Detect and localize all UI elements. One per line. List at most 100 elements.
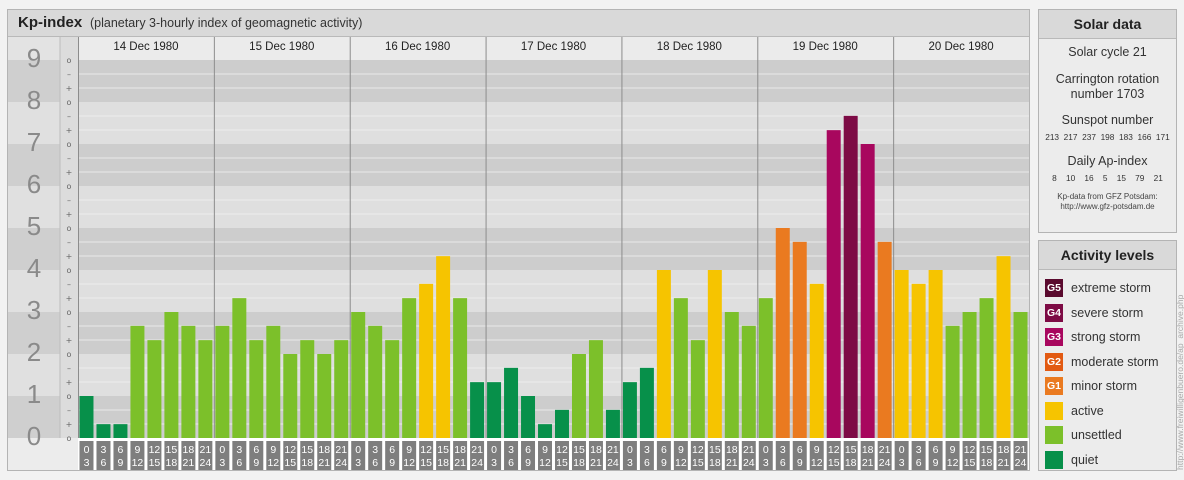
interval-cell bbox=[334, 441, 349, 470]
sub-tick-label: o bbox=[67, 392, 72, 401]
y-tick-label: 7 bbox=[27, 127, 41, 157]
interval-cell bbox=[741, 441, 756, 470]
interval-end-label: 3 bbox=[491, 457, 497, 469]
interval-start-label: 3 bbox=[644, 444, 650, 456]
y-tick-label: 9 bbox=[27, 43, 41, 73]
sub-tick-label: + bbox=[66, 168, 73, 177]
interval-cell bbox=[809, 441, 824, 470]
interval-end-label: 6 bbox=[780, 457, 786, 469]
interval-start-label: 21 bbox=[1015, 444, 1027, 456]
sub-tick-label: – bbox=[67, 322, 71, 331]
activity-levels-panel: Activity levels G5 extreme storm G4 severe … bbox=[1038, 240, 1177, 471]
activity-level-unsettled: unsettled bbox=[1045, 423, 1176, 448]
interval-cell bbox=[877, 441, 892, 470]
interval-end-label: 12 bbox=[403, 457, 415, 469]
kp-bar bbox=[622, 382, 637, 438]
interval-start-label: 9 bbox=[814, 444, 820, 456]
y-tick-label: 8 bbox=[27, 85, 41, 115]
y-tick-label: 3 bbox=[27, 295, 41, 325]
interval-cell bbox=[113, 441, 128, 470]
day-label: 14 Dec 1980 bbox=[113, 41, 178, 53]
interval-start-label: 12 bbox=[556, 444, 568, 456]
y-band bbox=[78, 186, 1029, 228]
interval-cell bbox=[453, 441, 468, 470]
interval-start-label: 6 bbox=[661, 444, 667, 456]
level-label: strong storm bbox=[1071, 330, 1141, 345]
interval-cell bbox=[962, 441, 977, 470]
interval-end-label: 6 bbox=[644, 457, 650, 469]
interval-cell bbox=[605, 441, 620, 470]
interval-start-label: 0 bbox=[491, 444, 497, 456]
source-link[interactable]: http://www.gfz-potsdam.de bbox=[1060, 202, 1155, 211]
interval-cell bbox=[758, 441, 773, 470]
interval-cell bbox=[860, 441, 875, 470]
interval-end-label: 6 bbox=[916, 457, 922, 469]
interval-cell bbox=[147, 441, 162, 470]
sub-tick-label: + bbox=[66, 210, 73, 219]
level-swatch bbox=[1045, 450, 1063, 469]
sunspot-values: 213 217 237 198 183 166 171 bbox=[1045, 132, 1170, 142]
kp-bar bbox=[639, 367, 654, 438]
interval-end-label: 3 bbox=[355, 457, 361, 469]
kp-bar bbox=[605, 409, 620, 438]
interval-start-label: 9 bbox=[542, 444, 548, 456]
interval-start-label: 18 bbox=[590, 444, 602, 456]
interval-cell bbox=[622, 441, 637, 470]
interval-start-label: 18 bbox=[318, 444, 330, 456]
kp-bar bbox=[741, 325, 756, 438]
credit-link[interactable]: http://www.freiwilligenbuero.de/ap_archi… bbox=[1175, 294, 1184, 470]
interval-cell bbox=[164, 441, 179, 470]
y-band-label-cell bbox=[8, 312, 60, 354]
carrington-line-1: Carrington rotation bbox=[1055, 72, 1160, 86]
sub-tick-label: – bbox=[67, 154, 71, 163]
kp-bar bbox=[385, 340, 400, 438]
activity-level-moderate-storm: G2 moderate storm bbox=[1045, 350, 1176, 375]
interval-end-label: 24 bbox=[471, 457, 483, 469]
kp-bar bbox=[911, 283, 926, 438]
interval-end-label: 21 bbox=[454, 457, 466, 469]
source-line-1: Kp-data from GFZ Potsdam: bbox=[1057, 192, 1158, 201]
kp-bar bbox=[113, 424, 128, 438]
interval-start-label: 18 bbox=[862, 444, 874, 456]
sub-tick-label: o bbox=[67, 350, 72, 359]
level-swatch: G2 bbox=[1045, 352, 1063, 371]
interval-cell bbox=[283, 441, 298, 470]
kp-bar bbox=[181, 325, 196, 438]
y-tick-label: 0 bbox=[27, 421, 41, 451]
kp-bar bbox=[962, 312, 977, 438]
interval-start-label: 15 bbox=[709, 444, 721, 456]
interval-end-label: 9 bbox=[661, 457, 667, 469]
kp-title-bar: Kp-index (planetary 3-hourly index of ge… bbox=[8, 10, 1029, 37]
level-label: unsettled bbox=[1071, 428, 1122, 443]
kp-bar bbox=[334, 340, 349, 438]
y-band bbox=[78, 144, 1029, 186]
interval-start-label: 0 bbox=[763, 444, 769, 456]
interval-start-label: 0 bbox=[899, 444, 905, 456]
ap-values: 8 10 16 5 15 79 21 bbox=[1052, 173, 1163, 183]
interval-end-label: 18 bbox=[845, 457, 857, 469]
interval-start-label: 3 bbox=[372, 444, 378, 456]
interval-start-label: 9 bbox=[950, 444, 956, 456]
day-label: 20 Dec 1980 bbox=[928, 41, 993, 53]
y-tick-label: 1 bbox=[27, 379, 41, 409]
interval-cell bbox=[249, 441, 264, 470]
kp-bar bbox=[351, 312, 366, 438]
solar-data-panel: Solar data Solar cycle 21 Carrington rot… bbox=[1038, 9, 1177, 233]
interval-cell bbox=[775, 441, 790, 470]
kp-bar bbox=[571, 354, 586, 438]
interval-cell bbox=[538, 441, 552, 470]
interval-cell bbox=[351, 441, 366, 470]
kp-bar bbox=[521, 396, 536, 438]
y-tick-label: 4 bbox=[27, 253, 41, 283]
kp-bar bbox=[164, 312, 179, 438]
interval-start-label: 6 bbox=[525, 444, 531, 456]
kp-bar bbox=[266, 325, 281, 438]
kp-bar bbox=[792, 241, 807, 438]
interval-cell bbox=[911, 441, 926, 470]
interval-end-label: 9 bbox=[389, 457, 395, 469]
activity-level-active: active bbox=[1045, 399, 1176, 424]
sub-tick-label: + bbox=[66, 252, 73, 261]
interval-end-label: 3 bbox=[763, 457, 769, 469]
kp-bar bbox=[588, 340, 603, 438]
interval-cell bbox=[996, 441, 1011, 470]
